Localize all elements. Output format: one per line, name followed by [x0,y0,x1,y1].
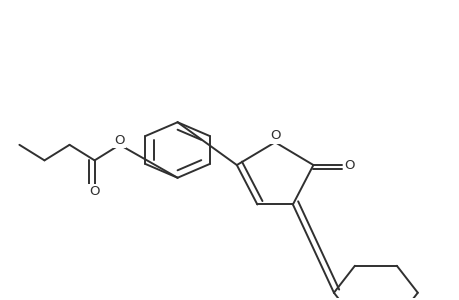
Text: O: O [269,130,280,142]
Text: O: O [89,185,100,198]
Text: O: O [343,159,354,172]
Text: O: O [114,134,125,147]
